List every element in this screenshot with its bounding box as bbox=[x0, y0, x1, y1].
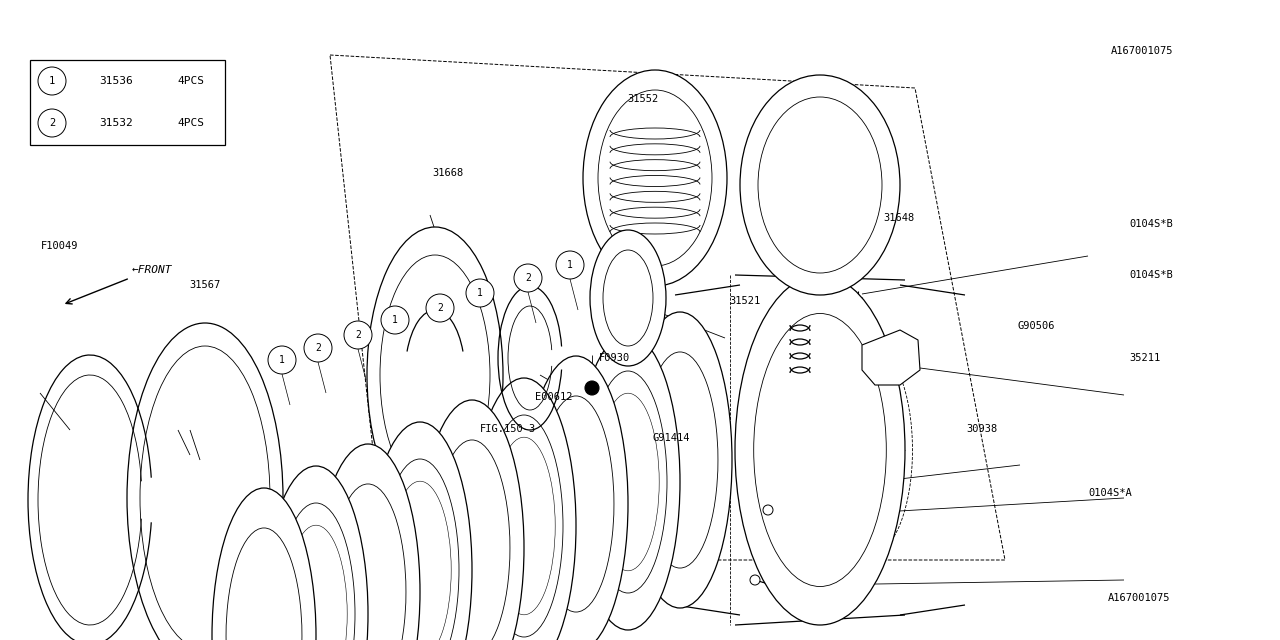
Ellipse shape bbox=[628, 312, 732, 608]
Text: 2: 2 bbox=[49, 118, 55, 128]
Ellipse shape bbox=[582, 70, 727, 286]
Text: 31536: 31536 bbox=[99, 76, 133, 86]
Text: G91414: G91414 bbox=[653, 433, 690, 444]
Ellipse shape bbox=[590, 230, 666, 366]
Text: 4PCS: 4PCS bbox=[178, 76, 205, 86]
Text: F10049: F10049 bbox=[41, 241, 78, 252]
Circle shape bbox=[763, 505, 773, 515]
Text: FIG.150-3: FIG.150-3 bbox=[480, 424, 536, 434]
Text: 31567: 31567 bbox=[189, 280, 220, 290]
Text: 31532: 31532 bbox=[99, 118, 133, 128]
Ellipse shape bbox=[735, 275, 905, 625]
Ellipse shape bbox=[264, 466, 369, 640]
Text: G90506: G90506 bbox=[1018, 321, 1055, 332]
Bar bbox=[29, 60, 225, 145]
Text: 2: 2 bbox=[315, 343, 321, 353]
Text: 0104S*A: 0104S*A bbox=[1088, 488, 1132, 498]
Text: 1: 1 bbox=[392, 315, 398, 325]
Text: 35211: 35211 bbox=[1129, 353, 1160, 364]
Ellipse shape bbox=[524, 356, 628, 640]
Ellipse shape bbox=[367, 227, 503, 523]
Text: 1: 1 bbox=[567, 260, 573, 270]
Text: F0930: F0930 bbox=[599, 353, 630, 364]
Text: ←FRONT: ←FRONT bbox=[132, 265, 173, 275]
Circle shape bbox=[381, 306, 410, 334]
Text: 2: 2 bbox=[355, 330, 361, 340]
Text: E00612: E00612 bbox=[535, 392, 572, 402]
Text: 31552: 31552 bbox=[627, 94, 658, 104]
Text: 4PCS: 4PCS bbox=[178, 118, 205, 128]
Circle shape bbox=[38, 109, 67, 137]
Text: 2: 2 bbox=[436, 303, 443, 313]
Text: 1: 1 bbox=[279, 355, 285, 365]
Text: 31668: 31668 bbox=[433, 168, 463, 178]
Circle shape bbox=[750, 575, 760, 585]
Circle shape bbox=[305, 334, 332, 362]
Text: A167001075: A167001075 bbox=[1111, 46, 1174, 56]
Circle shape bbox=[426, 294, 454, 322]
Ellipse shape bbox=[127, 323, 283, 640]
Ellipse shape bbox=[420, 400, 524, 640]
Ellipse shape bbox=[576, 334, 680, 630]
Circle shape bbox=[556, 251, 584, 279]
Ellipse shape bbox=[212, 488, 316, 640]
Circle shape bbox=[38, 67, 67, 95]
Circle shape bbox=[344, 321, 372, 349]
Text: 1: 1 bbox=[477, 288, 483, 298]
Ellipse shape bbox=[740, 75, 900, 295]
Circle shape bbox=[585, 381, 599, 395]
Ellipse shape bbox=[316, 444, 420, 640]
Text: 1: 1 bbox=[49, 76, 55, 86]
Text: 2: 2 bbox=[525, 273, 531, 283]
Text: 30938: 30938 bbox=[966, 424, 997, 434]
Circle shape bbox=[268, 346, 296, 374]
Text: 0104S*B: 0104S*B bbox=[1129, 270, 1172, 280]
Circle shape bbox=[515, 264, 541, 292]
Polygon shape bbox=[861, 330, 920, 385]
Text: 0104S*B: 0104S*B bbox=[1129, 219, 1172, 229]
Text: A167001075: A167001075 bbox=[1108, 593, 1170, 603]
Ellipse shape bbox=[472, 378, 576, 640]
Ellipse shape bbox=[369, 422, 472, 640]
Text: 31648: 31648 bbox=[883, 212, 914, 223]
Text: 31521: 31521 bbox=[730, 296, 760, 306]
Circle shape bbox=[466, 279, 494, 307]
